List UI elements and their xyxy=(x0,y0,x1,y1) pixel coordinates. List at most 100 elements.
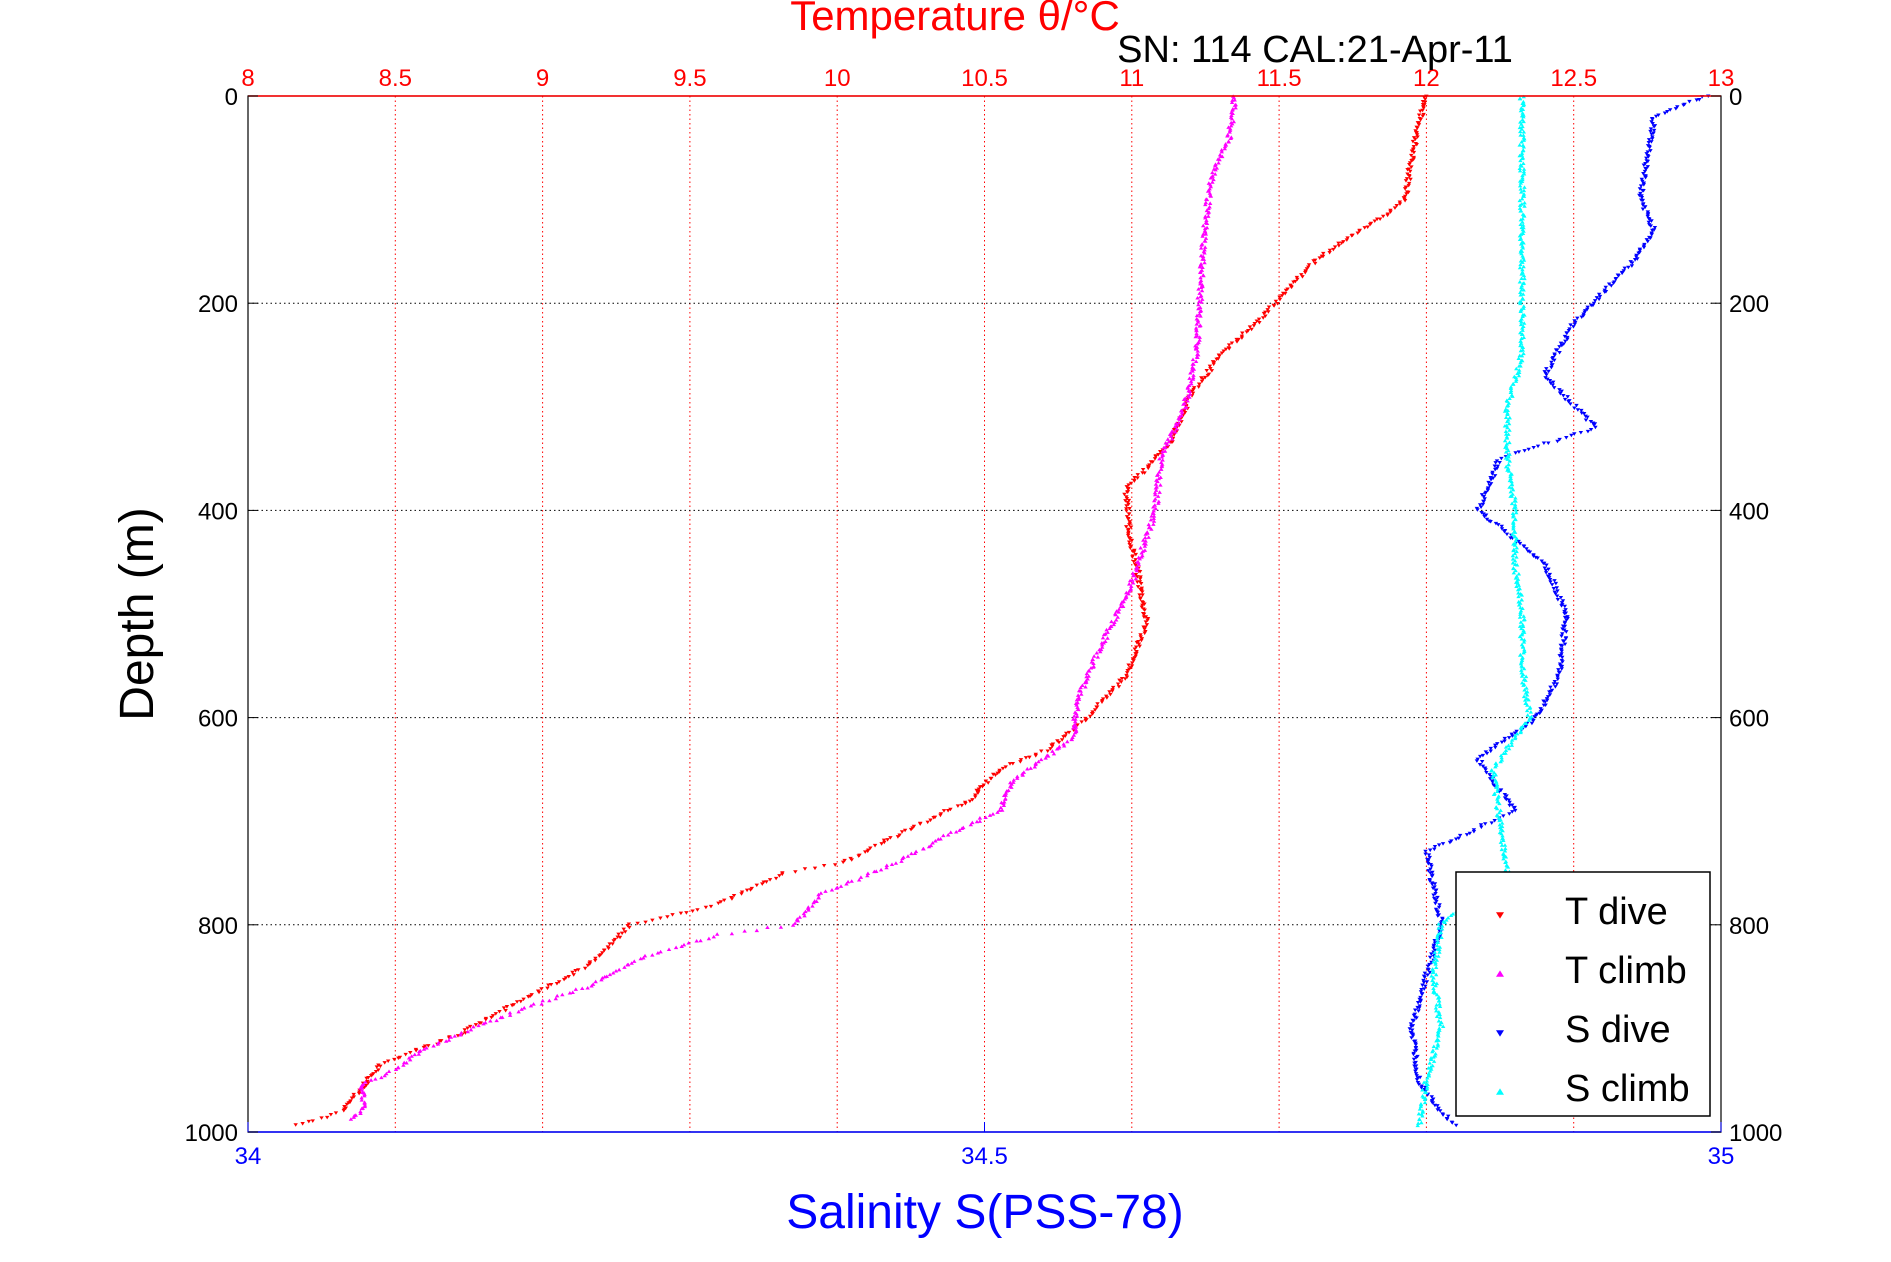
data-point xyxy=(1523,721,1529,726)
data-point xyxy=(1521,138,1527,142)
data-point xyxy=(1495,789,1500,793)
data-point xyxy=(1415,1121,1421,1125)
data-point xyxy=(1159,464,1164,469)
data-point xyxy=(1649,140,1654,144)
data-point xyxy=(1415,1123,1420,1128)
depth-tick-label-right: 800 xyxy=(1729,913,1769,940)
data-point xyxy=(1182,410,1188,415)
data-point xyxy=(1131,659,1136,663)
data-point xyxy=(1421,978,1426,983)
data-point xyxy=(777,874,782,878)
data-point xyxy=(1632,258,1638,262)
data-point xyxy=(1214,357,1219,362)
data-point xyxy=(955,804,961,808)
data-point xyxy=(885,838,890,842)
data-point xyxy=(1200,265,1205,270)
data-point xyxy=(1198,305,1203,309)
data-point xyxy=(1423,849,1428,854)
data-point xyxy=(1543,568,1549,573)
data-point xyxy=(1436,999,1442,1003)
data-point xyxy=(1422,1100,1428,1105)
data-point xyxy=(1045,749,1050,754)
data-point xyxy=(1512,733,1518,738)
data-point xyxy=(1136,562,1142,566)
data-point xyxy=(1673,107,1679,111)
data-point xyxy=(739,890,745,894)
data-point xyxy=(1636,251,1641,256)
data-point xyxy=(516,1009,521,1014)
data-point xyxy=(925,820,930,825)
data-point xyxy=(1140,471,1145,475)
data-point xyxy=(1646,155,1651,159)
data-point xyxy=(1130,661,1135,665)
data-point xyxy=(1413,1064,1419,1068)
data-point xyxy=(1110,685,1116,690)
data-point xyxy=(684,911,689,915)
data-point xyxy=(1506,462,1511,467)
data-point xyxy=(1271,304,1277,308)
data-point xyxy=(1490,775,1495,780)
data-point xyxy=(1427,1069,1433,1073)
data-point xyxy=(1124,485,1129,489)
data-point xyxy=(1143,535,1148,540)
data-point xyxy=(1109,619,1114,624)
data-point xyxy=(1254,319,1259,324)
data-point xyxy=(1194,328,1199,333)
data-point xyxy=(1273,299,1279,304)
data-point xyxy=(501,1006,507,1010)
data-point xyxy=(478,1021,484,1025)
data-point xyxy=(1513,375,1519,380)
serial-label: SN: 114 CAL:21-Apr-11 xyxy=(1117,29,1513,71)
data-point xyxy=(666,947,672,951)
data-point xyxy=(703,905,709,910)
data-point xyxy=(1499,527,1505,531)
data-point xyxy=(1091,654,1097,658)
data-point xyxy=(1560,599,1566,603)
depth-tick-label-right: 400 xyxy=(1729,498,1769,525)
data-point xyxy=(1522,449,1527,453)
data-point xyxy=(977,819,983,823)
data-point xyxy=(540,998,545,1003)
data-point xyxy=(1033,754,1038,758)
data-point xyxy=(1129,538,1135,543)
data-point xyxy=(1196,302,1201,307)
data-point xyxy=(1427,879,1433,883)
data-point xyxy=(1414,131,1420,135)
data-point xyxy=(1304,267,1310,271)
data-point xyxy=(1521,229,1526,233)
data-point xyxy=(395,1065,401,1070)
data-point xyxy=(1426,1073,1432,1078)
data-point xyxy=(1552,680,1558,684)
data-point xyxy=(293,1123,298,1127)
data-point xyxy=(1546,576,1552,580)
data-point xyxy=(1152,457,1158,461)
data-point xyxy=(780,872,785,877)
data-point xyxy=(658,916,663,921)
grid-lines xyxy=(248,96,1721,1132)
data-point xyxy=(812,866,818,871)
data-point xyxy=(1474,759,1480,763)
data-point xyxy=(1552,353,1557,358)
temperature-tick-label: 11.5 xyxy=(1257,65,1302,92)
data-point xyxy=(1521,161,1526,166)
data-point xyxy=(1518,293,1523,297)
data-point xyxy=(1279,294,1285,298)
data-point xyxy=(1488,482,1494,486)
data-point xyxy=(1406,181,1412,186)
data-point xyxy=(1640,198,1646,203)
data-point xyxy=(1312,261,1318,266)
data-point xyxy=(616,932,621,937)
data-point xyxy=(1518,348,1524,353)
data-point xyxy=(1415,135,1420,139)
data-point xyxy=(1499,740,1505,745)
data-point xyxy=(1409,1036,1414,1040)
data-point xyxy=(1562,615,1568,620)
data-point xyxy=(1190,362,1195,366)
data-point xyxy=(1345,236,1350,240)
data-point xyxy=(1503,449,1509,454)
data-point xyxy=(1429,1095,1434,1099)
data-point xyxy=(1509,479,1514,484)
data-point xyxy=(1552,386,1557,390)
data-point xyxy=(1420,1087,1425,1092)
data-point xyxy=(970,798,975,802)
